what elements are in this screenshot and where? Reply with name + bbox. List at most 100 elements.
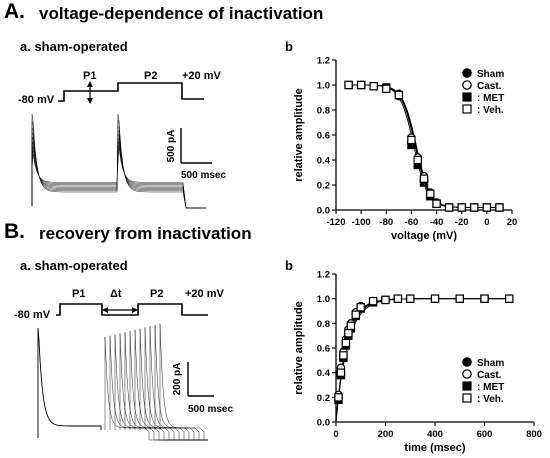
data-point [346, 321, 356, 331]
data-point [482, 203, 492, 212]
legend-label: Cast. [477, 81, 502, 92]
data-point [457, 203, 466, 212]
x-tick-label: 20 [507, 217, 518, 228]
y-tick-label: 0.0 [317, 418, 330, 429]
y-tick-label: 0.6 [317, 131, 330, 142]
x-tick-label: -80 [379, 217, 393, 228]
data-point [382, 84, 391, 93]
trace-a [31, 130, 206, 209]
data-point [394, 90, 404, 100]
scale-b-current: 200 pA [172, 363, 183, 396]
legend-label: : MET [477, 93, 504, 104]
legend-label: Sham [477, 69, 504, 80]
y-tick-label: 0.0 [317, 206, 330, 217]
data-point [432, 199, 441, 208]
protocol-b-hold: -80 mV [14, 309, 51, 321]
data-point [339, 351, 348, 360]
legend-label: Sham [477, 358, 504, 369]
current-traces-b [37, 323, 208, 441]
scale-b-time: 500 msec [188, 404, 233, 415]
trace-b-p2 [119, 333, 208, 441]
panel-b-sub-a-label: a. sham-operated [20, 258, 128, 273]
x-tick-label: -120 [326, 217, 345, 228]
y-tick-label: 1.2 [317, 270, 330, 281]
data-point [381, 295, 390, 305]
legend-label: : Veh. [477, 105, 504, 116]
scale-a-current: 500 pA [166, 130, 177, 163]
data-point [356, 80, 366, 90]
data-point [334, 393, 343, 402]
trace-a [31, 144, 206, 209]
panel-b-title: recovery from inactivation [39, 224, 252, 243]
y-axis-label: relative amplitude [293, 301, 305, 395]
data-point [356, 303, 365, 312]
scale-a-time: 500 msec [181, 170, 226, 181]
data-point [413, 155, 422, 165]
trace-b-p2 [124, 332, 208, 441]
protocol-a [58, 81, 204, 104]
x-tick-label: 0 [484, 217, 489, 228]
x-tick-label: -60 [405, 217, 419, 228]
data-point [369, 82, 378, 91]
protocol-b-test: +20 mV [185, 288, 224, 300]
x-tick-label: 400 [427, 429, 443, 440]
chart-voltage-dependence: -120 -100 -80 -60 -40 -20 0 20 0.0 0.2 0.4 0.6 0.8 1.… [293, 56, 517, 243]
legend-label: : Veh. [477, 394, 504, 405]
legend-marker [462, 104, 472, 114]
y-tick-label: 0.6 [317, 344, 330, 355]
data-point [368, 296, 378, 306]
data-point [505, 294, 514, 303]
trace-a [31, 119, 206, 209]
trace-a [31, 125, 206, 209]
protocol-b-delta: Δt [110, 288, 122, 300]
data-point [444, 203, 454, 212]
protocol-a-test: +20 mV [182, 70, 221, 82]
x-tick-label: -100 [352, 217, 371, 228]
y-tick-label: 0.8 [317, 319, 330, 330]
data-point [393, 294, 403, 303]
y-tick-label: 0.2 [317, 181, 330, 192]
data-point [351, 310, 361, 319]
legend-marker [462, 357, 472, 367]
data-point [455, 294, 464, 303]
current-traces-a [31, 113, 206, 209]
data-point [495, 203, 504, 212]
protocol-a-waveform [58, 82, 204, 102]
legend-marker [462, 381, 472, 391]
legend-marker [462, 68, 472, 78]
trace-b-p1 [37, 327, 102, 438]
data-point [430, 294, 440, 303]
x-tick-label: -40 [430, 217, 444, 228]
scale-bar-a [180, 128, 212, 164]
y-axis-label: relative amplitude [293, 88, 305, 182]
legend-label: Cast. [477, 370, 502, 381]
y-tick-label: 1.0 [317, 294, 330, 305]
scale-bar-b [187, 362, 214, 397]
legend-marker [462, 80, 472, 90]
y-tick-label: 0.4 [317, 368, 331, 379]
data-point [336, 368, 346, 377]
data-point [426, 189, 435, 198]
y-tick-label: 1.0 [317, 81, 330, 92]
legend-marker [462, 92, 472, 102]
panel-a-sub-b-label: b [285, 39, 293, 54]
y-tick-label: 0.8 [317, 106, 330, 117]
protocol-b-p1: P1 [72, 288, 85, 300]
protocol-b-waveform [56, 303, 208, 316]
x-axis-label: time (msec) [404, 442, 465, 454]
protocol-a-arrow-up [87, 81, 93, 87]
legend-label: : MET [477, 382, 504, 393]
protocol-b-p2: P2 [150, 288, 163, 300]
trace-a [31, 148, 206, 209]
x-tick-label: 600 [477, 429, 493, 440]
trace-b-p2 [114, 334, 208, 441]
trace-a [31, 113, 206, 209]
x-tick-label: -20 [455, 217, 469, 228]
trace-b-p2 [159, 323, 208, 441]
y-tick-label: 1.2 [317, 56, 330, 67]
data-point [480, 294, 489, 303]
trace-a [31, 134, 206, 209]
protocol-a-p1: P1 [83, 70, 96, 82]
trace-b-p2 [129, 330, 208, 441]
